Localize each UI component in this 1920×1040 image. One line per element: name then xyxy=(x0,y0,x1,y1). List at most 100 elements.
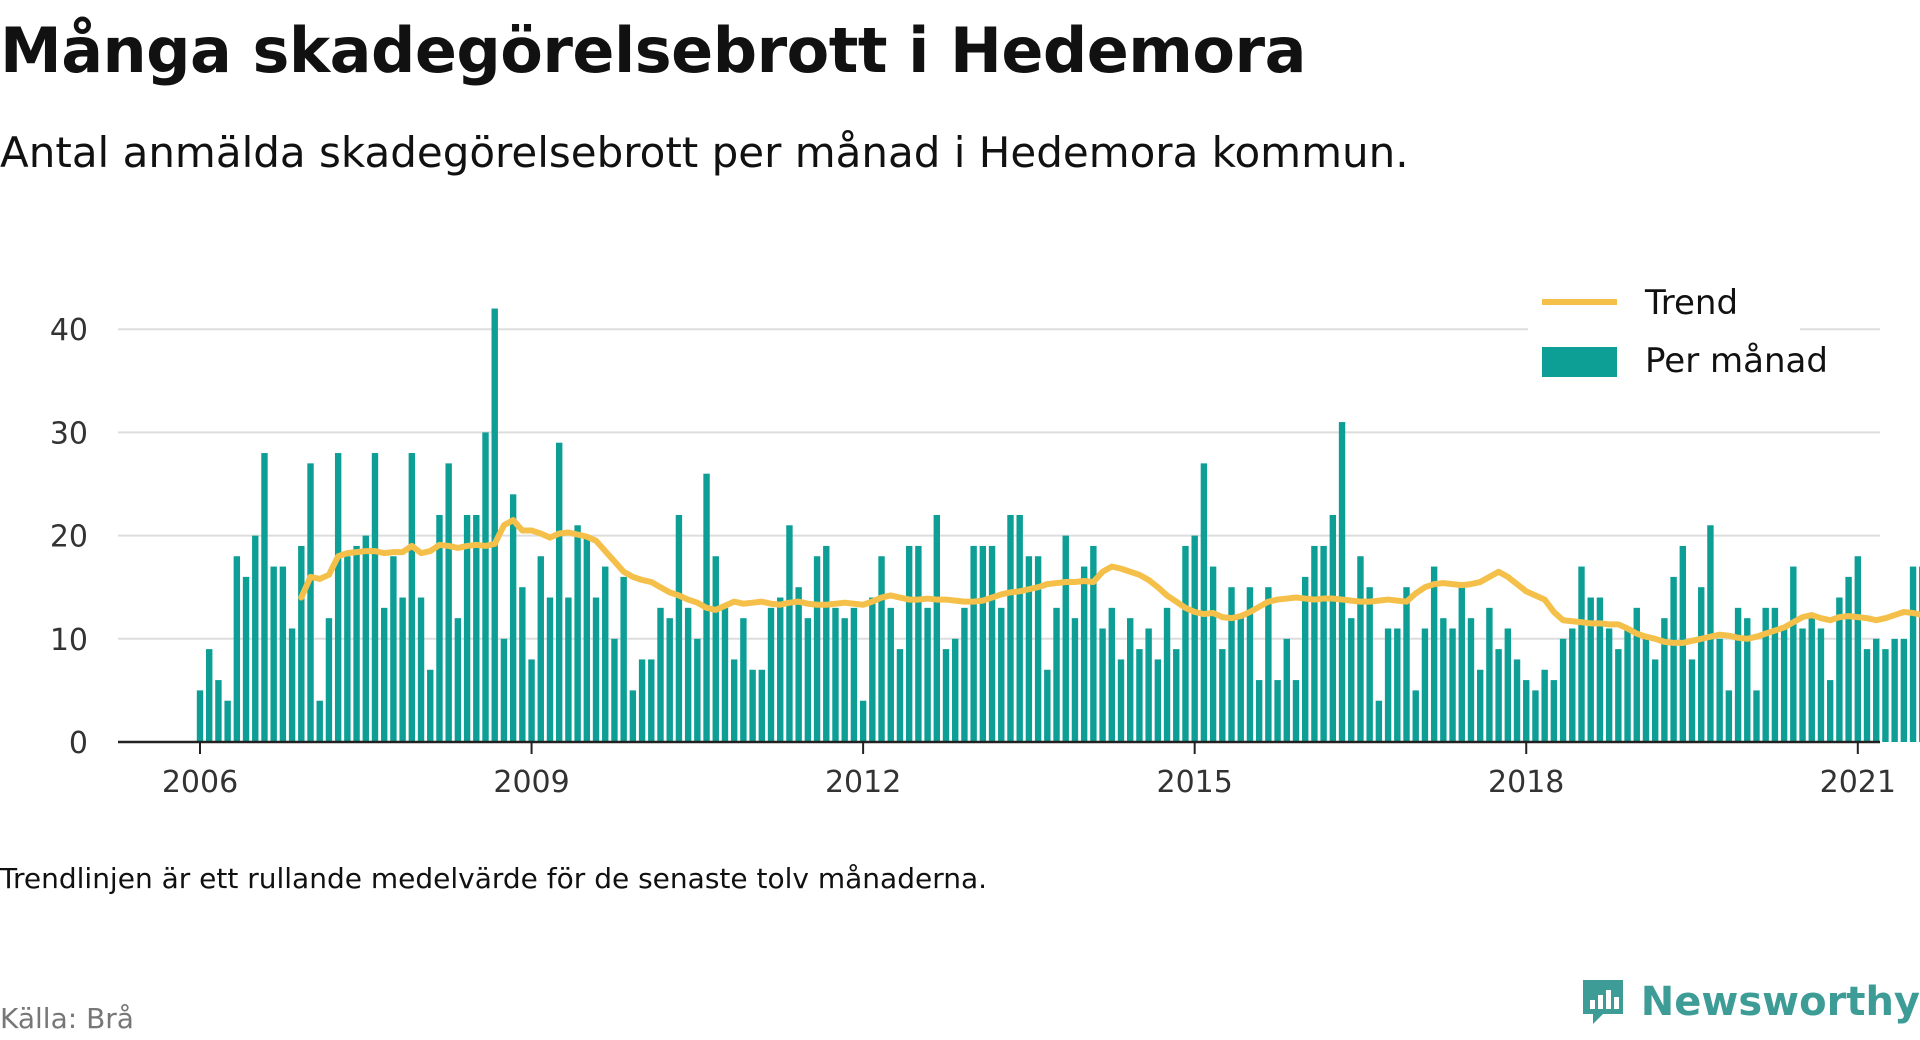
bar xyxy=(298,545,305,742)
bar xyxy=(1458,587,1465,742)
bar xyxy=(869,597,876,742)
bar xyxy=(1707,525,1714,742)
bar xyxy=(1209,566,1217,742)
bar xyxy=(1062,535,1069,742)
bar xyxy=(1403,587,1410,742)
x-tick-label: 2006 xyxy=(162,765,238,800)
bar xyxy=(1532,690,1539,742)
bar xyxy=(1845,576,1852,742)
bar xyxy=(1080,566,1088,742)
x-tick-label: 2018 xyxy=(1488,765,1564,800)
bar xyxy=(565,597,572,742)
bar xyxy=(1523,680,1530,742)
bar xyxy=(1863,649,1871,742)
bar xyxy=(261,453,268,742)
bar xyxy=(1200,463,1208,742)
bar xyxy=(1495,649,1502,742)
bar xyxy=(583,535,591,742)
legend-label-per-manad: Per månad xyxy=(1645,341,1828,381)
y-axis-ticks: 0 10 20 30 40 xyxy=(50,313,88,761)
bar xyxy=(307,463,314,742)
bar xyxy=(1366,587,1373,742)
bar xyxy=(1127,618,1134,742)
bar xyxy=(252,535,259,742)
bar xyxy=(233,556,241,742)
bar xyxy=(749,669,756,742)
bar xyxy=(1771,607,1779,742)
bar xyxy=(1357,556,1364,742)
legend-bar-swatch xyxy=(1542,347,1617,377)
bar xyxy=(1633,607,1640,742)
bar xyxy=(878,556,885,742)
bar xyxy=(1237,618,1244,742)
y-tick-label: 40 xyxy=(50,313,88,348)
bar xyxy=(242,576,250,742)
bar xyxy=(850,607,858,742)
bar xyxy=(1053,607,1060,742)
bar xyxy=(1550,680,1558,742)
bar xyxy=(1661,618,1668,742)
bar xyxy=(1394,628,1401,742)
bar xyxy=(1698,587,1705,742)
bar xyxy=(813,556,821,742)
bar xyxy=(1909,566,1917,742)
bar xyxy=(1817,628,1825,742)
bar xyxy=(362,535,369,742)
x-tick-label: 2015 xyxy=(1157,765,1233,800)
bar xyxy=(666,618,673,742)
bar xyxy=(1467,618,1475,742)
bar xyxy=(1615,649,1622,742)
bar xyxy=(555,442,563,742)
bar xyxy=(1163,607,1171,742)
bar xyxy=(1854,556,1861,742)
bar xyxy=(1670,576,1677,742)
bar xyxy=(1219,649,1226,742)
bar xyxy=(777,597,784,742)
bar xyxy=(1007,514,1014,742)
bar xyxy=(694,638,701,742)
bar xyxy=(215,680,222,742)
bar xyxy=(675,514,683,742)
bar xyxy=(1274,680,1281,742)
y-tick-label: 20 xyxy=(50,520,88,555)
chart-subtitle: Antal anmälda skadegörelsebrott per måna… xyxy=(0,128,1409,177)
bar xyxy=(1384,628,1392,742)
bar xyxy=(786,525,793,742)
bar xyxy=(1541,669,1548,742)
bar xyxy=(1311,545,1318,742)
bar xyxy=(1173,649,1180,742)
bar xyxy=(1071,618,1079,742)
bar xyxy=(417,597,425,742)
bar xyxy=(1744,618,1751,742)
bar xyxy=(1476,669,1484,742)
bar xyxy=(427,669,434,742)
bar xyxy=(500,638,508,742)
bar xyxy=(206,649,213,742)
bar xyxy=(629,690,637,742)
bar xyxy=(1780,628,1788,742)
bar xyxy=(463,514,471,742)
bar xyxy=(1154,659,1162,742)
bar xyxy=(592,597,600,742)
bar xyxy=(832,607,839,742)
bar xyxy=(638,659,646,742)
bar xyxy=(1734,607,1742,742)
bar xyxy=(1642,638,1650,742)
bar xyxy=(611,638,618,742)
bar xyxy=(574,525,581,742)
bar xyxy=(537,556,544,742)
bar xyxy=(408,453,416,742)
bar xyxy=(740,618,747,742)
x-tick-label: 2021 xyxy=(1820,765,1896,800)
bar xyxy=(288,628,296,742)
bar xyxy=(1025,556,1033,742)
bar xyxy=(1799,628,1806,742)
bar xyxy=(1826,680,1834,742)
bar xyxy=(721,607,729,742)
bar xyxy=(528,659,535,742)
bar xyxy=(620,576,627,742)
brand-name: Newsworthy xyxy=(1640,979,1920,1025)
bar xyxy=(1108,607,1115,742)
bar xyxy=(602,566,609,742)
